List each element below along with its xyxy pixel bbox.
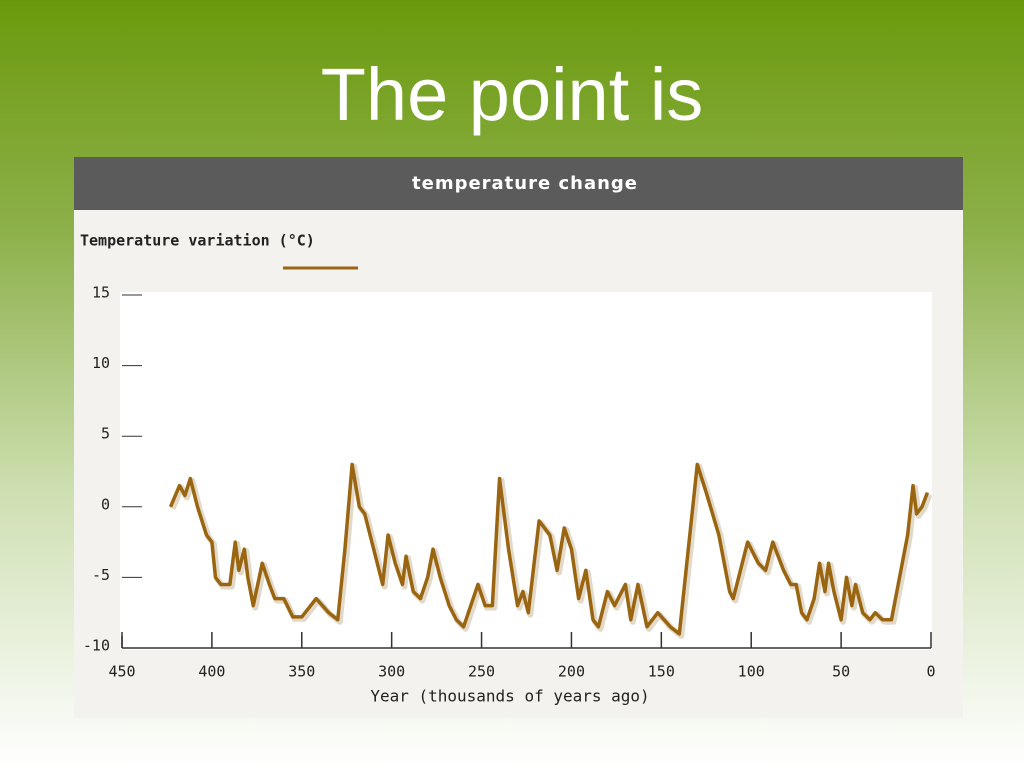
- y-tick-label: -10: [83, 637, 110, 655]
- y-tick-label: 5: [101, 425, 110, 443]
- x-tick-label: 150: [648, 663, 675, 681]
- y-tick-label: 10: [92, 354, 110, 372]
- y-tick-label: 0: [101, 495, 110, 513]
- x-tick-label: 350: [288, 663, 315, 681]
- legend-label: Temperature variation (°C): [80, 232, 315, 250]
- x-axis-label: Year (thousands of years ago): [370, 687, 649, 706]
- y-tick-label: 15: [92, 284, 110, 302]
- x-tick-label: 100: [738, 663, 765, 681]
- x-tick-label: 250: [468, 663, 495, 681]
- x-tick-label: 400: [198, 663, 225, 681]
- x-tick-label: 450: [108, 663, 135, 681]
- x-tick-label: 300: [378, 663, 405, 681]
- x-tick-label: 200: [558, 663, 585, 681]
- data-line: [168, 462, 930, 636]
- y-tick-label: -5: [92, 566, 110, 584]
- slide-title: The point is: [320, 53, 704, 136]
- chart-header: [74, 157, 963, 210]
- x-tick-label: 50: [832, 663, 850, 681]
- chart-title: temperature change: [412, 173, 638, 194]
- x-tick-label: 0: [926, 663, 935, 681]
